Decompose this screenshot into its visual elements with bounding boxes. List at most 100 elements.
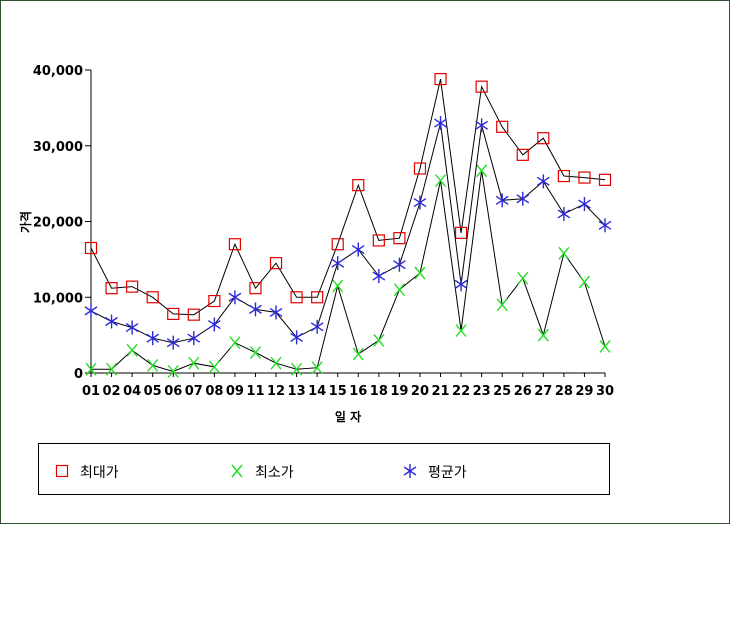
x-tick-label: 04 [123, 384, 141, 399]
data-point [187, 308, 200, 321]
x-tick-label: 20 [411, 384, 429, 399]
data-point [105, 282, 118, 295]
data-point [270, 356, 282, 370]
series-2 [85, 164, 611, 378]
data-point [434, 174, 447, 188]
x-tick-label: 06 [164, 384, 182, 399]
data-point [558, 246, 570, 260]
x-tick-label: 11 [246, 384, 264, 399]
legend-label: 평균가 [428, 465, 467, 481]
data-point [310, 319, 324, 334]
y-axis-title: 가격 [18, 211, 33, 233]
data-point [476, 164, 488, 178]
x-tick-label: 18 [370, 384, 388, 399]
data-point [188, 356, 200, 370]
series-line [90, 78, 606, 316]
data-point [599, 340, 611, 353]
x-tick-label: 21 [431, 384, 449, 399]
outer-border [0, 0, 730, 524]
data-point [352, 179, 365, 192]
legend-item: 최대가 [55, 464, 119, 481]
data-point [393, 232, 406, 245]
x-ticks: 01 02 04 05 06 07 08 09 11 12 13 14 15 16 18 19 20 21 22 23… [82, 373, 614, 399]
data-point [228, 290, 242, 305]
data-point [598, 173, 612, 186]
data-point [455, 324, 467, 338]
data-point [229, 336, 241, 350]
data-point [557, 206, 571, 221]
data-point [126, 280, 139, 293]
y-ticks: 0 10,000 20,000 30,000 40,000 [33, 64, 91, 382]
data-point [84, 241, 98, 255]
y-tick-label: 10,000 [33, 291, 83, 306]
series-1 [84, 72, 612, 321]
data-point [207, 317, 221, 332]
x-tick-label: 23 [473, 384, 491, 399]
data-point [228, 238, 242, 251]
legend-item: 평균가 [403, 464, 467, 481]
data-point [536, 174, 550, 189]
legend: 최대가 최소가 평균가 [38, 443, 610, 495]
data-point [517, 271, 529, 285]
x-tick-label: 09 [226, 384, 244, 399]
legend-marker [55, 464, 69, 478]
x-tick-label: 14 [308, 384, 326, 399]
data-point [85, 362, 97, 376]
data-point [167, 307, 180, 321]
data-point [372, 234, 385, 247]
data-point [495, 193, 509, 208]
series-3 [84, 116, 612, 350]
data-point [537, 132, 550, 145]
data-point [311, 291, 324, 304]
data-point [475, 80, 488, 93]
data-point [146, 291, 159, 304]
data-point [516, 148, 529, 161]
data-point [166, 335, 180, 350]
x-tick-label: 19 [390, 384, 408, 399]
data-point [331, 256, 345, 271]
data-point [84, 303, 98, 318]
plot-area: 0 10,000 20,000 30,000 40,000 01 02 04 05 06 07 08… [33, 64, 614, 399]
data-point [105, 314, 118, 329]
data-point [208, 294, 221, 308]
x-axis-title: 일 자 [335, 409, 361, 424]
data-point [187, 331, 201, 346]
x-tick-label: 28 [555, 384, 573, 399]
y-tick-label: 30,000 [33, 140, 83, 155]
x-tick-label: 29 [575, 384, 593, 399]
data-point [557, 169, 570, 183]
legend-box [38, 443, 610, 495]
data-point [311, 361, 323, 375]
x-tick-label: 12 [267, 384, 285, 399]
data-point [454, 226, 468, 239]
data-point [147, 358, 159, 372]
legend-items: 최대가 최소가 평균가 [55, 464, 467, 481]
data-point [372, 269, 386, 284]
data-point [454, 277, 468, 292]
data-point [496, 298, 508, 312]
data-point [125, 320, 139, 335]
legend-marker [403, 464, 417, 478]
data-point [496, 120, 509, 133]
data-point [332, 279, 344, 293]
data-point [290, 291, 303, 304]
data-point [393, 257, 406, 272]
data-point [373, 333, 385, 347]
data-point [208, 360, 220, 374]
data-point [537, 328, 549, 342]
x-tick-label: 15 [329, 384, 347, 399]
data-point [413, 195, 427, 210]
data-point [290, 330, 303, 345]
data-point [578, 197, 591, 212]
data-point [598, 218, 612, 233]
data-point [434, 116, 447, 131]
x-tick-label: 07 [185, 384, 203, 399]
data-point [393, 283, 405, 297]
data-point [351, 242, 365, 257]
data-point [269, 305, 283, 320]
data-point [249, 282, 262, 295]
x-tick-label: 02 [103, 384, 121, 399]
data-point [434, 72, 447, 86]
x-tick-label: 25 [493, 384, 511, 399]
data-point [414, 266, 426, 280]
